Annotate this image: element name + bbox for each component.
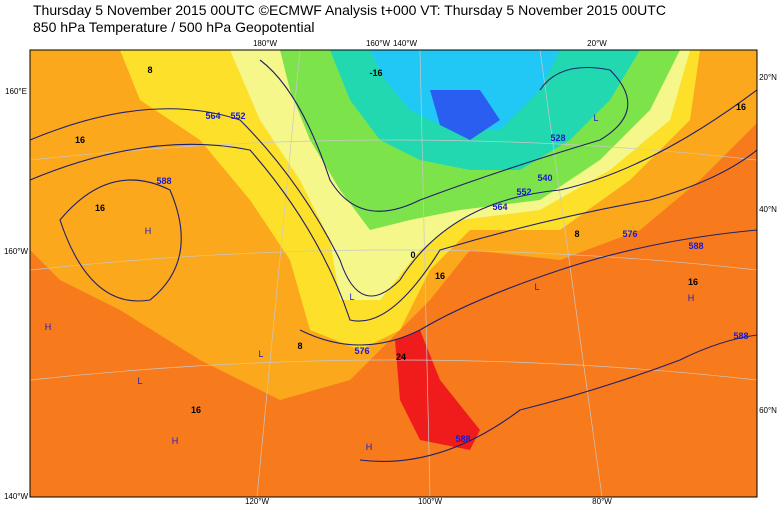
pressure-marker: L: [258, 349, 263, 359]
subtitle: 850 hPa Temperature / 500 hPa Geopotenti…: [33, 19, 315, 35]
geopotential-label: 588: [733, 331, 748, 341]
geopotential-label: 576: [622, 229, 637, 239]
temperature-label: 8: [147, 65, 152, 75]
title: Thursday 5 November 2015 00UTC ©ECMWF An…: [33, 2, 666, 18]
geopotential-label: 588: [455, 434, 470, 444]
geopotential-label: 576: [354, 346, 369, 356]
lat-label: 40°N: [759, 205, 777, 214]
pressure-marker: H: [172, 436, 179, 446]
lat-label: 20°N: [759, 73, 777, 82]
lon-label: 160°W: [366, 39, 391, 48]
lon-label: 140°W: [393, 39, 418, 48]
lat-label: 160°W: [4, 247, 29, 256]
geopotential-label: 552: [516, 187, 531, 197]
temperature-label: 8: [574, 229, 579, 239]
geopotential-label: 528: [550, 133, 565, 143]
pressure-marker: H: [366, 442, 373, 452]
temperature-label: 16: [736, 102, 746, 112]
pressure-marker: H: [145, 226, 152, 236]
geopotential-label: 588: [156, 176, 171, 186]
temperature-label: -16: [369, 68, 382, 78]
temperature-label: 16: [688, 277, 698, 287]
geopotential-label: 564: [492, 202, 507, 212]
temperature-label: 16: [191, 405, 201, 415]
pressure-marker: H: [688, 293, 695, 303]
pressure-marker: L: [534, 282, 539, 292]
temperature-label: 16: [75, 135, 85, 145]
temperature-label: 24: [396, 352, 406, 362]
pressure-marker: L: [349, 292, 354, 302]
lon-label: 100°W: [418, 497, 443, 506]
temperature-label: 8: [297, 341, 302, 351]
lat-label: 160°E: [5, 87, 27, 96]
geopotential-label: 540: [537, 173, 552, 183]
geopotential-label: 588: [688, 241, 703, 251]
geopotential-label: 564: [205, 111, 220, 121]
lon-label: 120°W: [245, 497, 270, 506]
geopotential-contours: [30, 59, 757, 462]
pressure-marker: H: [45, 322, 52, 332]
lon-label: 180°W: [253, 39, 278, 48]
coldest-core: [430, 90, 500, 140]
pressure-marker: L: [137, 376, 142, 386]
map-frame: [29, 49, 758, 498]
graticule: [30, 50, 757, 497]
temperature-label: 16: [95, 203, 105, 213]
geopotential-label: 552: [230, 111, 245, 121]
lon-label: 20°W: [587, 39, 607, 48]
pressure-marker: L: [593, 113, 598, 123]
lat-label: 140°W: [4, 492, 29, 501]
temperature-label: 16: [435, 271, 445, 281]
lon-label: 80°W: [592, 497, 612, 506]
lat-label: 60°N: [759, 406, 777, 415]
map-area: [30, 50, 757, 497]
temperature-label: 0: [410, 250, 415, 260]
